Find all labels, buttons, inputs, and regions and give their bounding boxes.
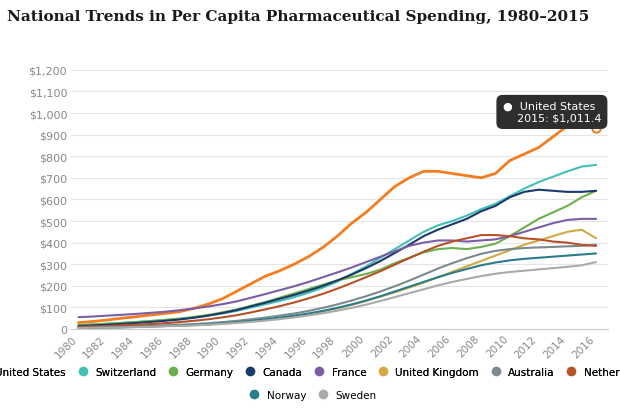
Legend: Norway, Sweden: Norway, Sweden <box>239 386 381 404</box>
Legend: United States, Switzerland, Germany, Canada, France, United Kingdom, Australia, : United States, Switzerland, Germany, Can… <box>0 363 620 381</box>
Text: ●  United States
    2015: $1,011.4: ● United States 2015: $1,011.4 <box>503 102 601 124</box>
Text: National Trends in Per Capita Pharmaceutical Spending, 1980–2015: National Trends in Per Capita Pharmaceut… <box>7 10 590 24</box>
